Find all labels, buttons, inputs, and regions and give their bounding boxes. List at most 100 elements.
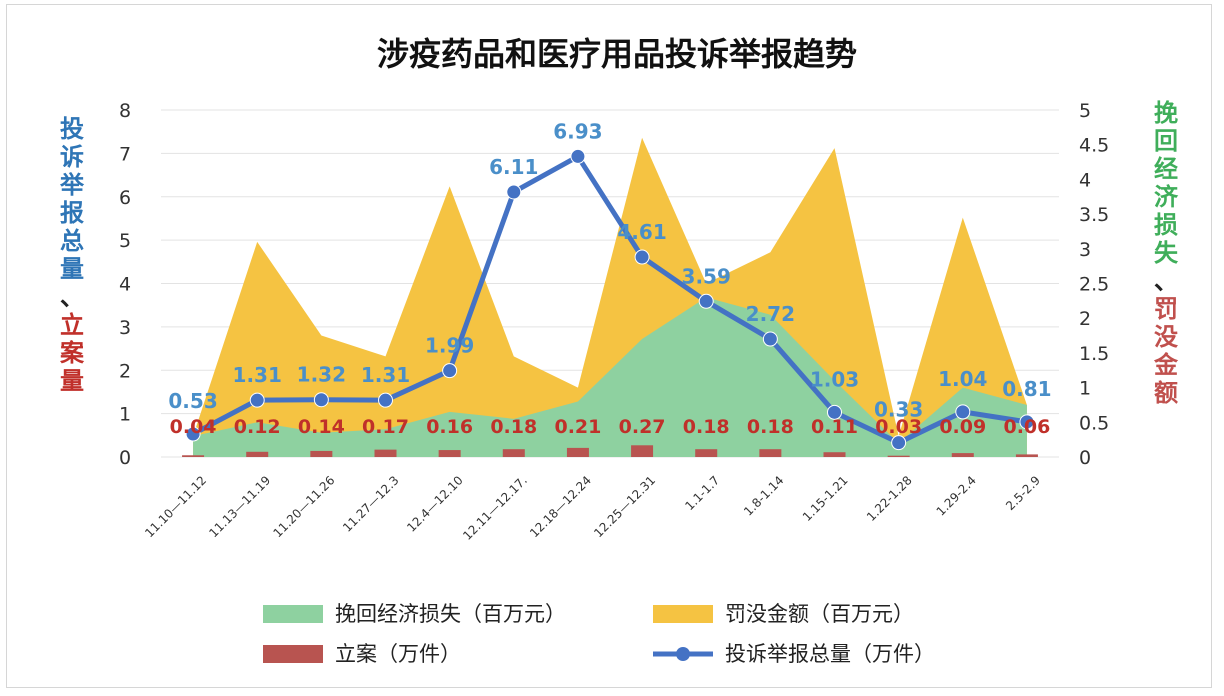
line-point — [891, 435, 907, 451]
left-axis-label: 投诉举报总量 、 立案量 — [55, 115, 89, 395]
x-tick-label: 1.8-1.14 — [741, 473, 786, 518]
bar-case-filed — [246, 451, 269, 457]
legend-label: 投诉举报总量（万件） — [725, 642, 935, 666]
legend-label: 挽回经济损失（百万元） — [335, 602, 566, 626]
left-tick-label: 5 — [119, 230, 131, 252]
bar-case-filed — [631, 445, 654, 457]
line-point — [185, 426, 201, 442]
x-tick-label: 11.20—11.26 — [271, 473, 338, 540]
right-tick-label: 2 — [1079, 308, 1091, 330]
bar-case-filed — [566, 447, 589, 457]
legend-label: 立案（万件） — [335, 642, 461, 666]
right-axis-label: 挽回经济损失 、 罚没金额 — [1149, 99, 1183, 407]
area-recovered-loss — [193, 297, 1027, 457]
chart: 涉疫药品和医疗用品投诉举报趋势 0.04 0.12 0.14 0.17 0.16 0.18… — [119, 35, 1109, 666]
right-tick-label: 3 — [1079, 239, 1091, 261]
bar-case-filed — [759, 449, 782, 457]
right-tick-label: 1 — [1079, 378, 1091, 400]
left-tick-label: 2 — [119, 360, 131, 382]
left-tick-label: 1 — [119, 404, 131, 426]
right-tick-label: 3.5 — [1079, 204, 1109, 226]
right-axis-ticks: 0 0.5 1 1.5 2 2.5 3 3.5 4 4.5 5 — [1079, 100, 1109, 469]
right-tick-label: 5 — [1079, 100, 1091, 122]
line-point — [827, 404, 842, 420]
line-point — [249, 392, 265, 408]
line-complaints-total — [191, 153, 1028, 446]
bar-case-filed — [823, 452, 846, 457]
x-tick-label: 1.22-1.28 — [864, 473, 915, 524]
right-tick-label: 4.5 — [1079, 135, 1109, 157]
right-axis-label-red: 罚没金额 — [1154, 295, 1178, 407]
left-tick-label: 7 — [119, 143, 131, 165]
bar-case-filed — [887, 455, 910, 457]
left-axis-label-sep: 、 — [60, 283, 84, 311]
left-axis-label-blue: 投诉举报总量 — [60, 115, 84, 283]
x-tick-label: 12.4—12.10 — [404, 473, 466, 535]
right-tick-label: 0.5 — [1079, 412, 1109, 434]
x-tick-label: 11.27—12.3 — [340, 473, 402, 535]
bar-data-label: 0.12 — [234, 416, 281, 438]
bar-data-label: 0.17 — [362, 416, 409, 438]
right-tick-label: 4 — [1079, 169, 1091, 191]
line-data-label: 1.32 — [297, 363, 346, 387]
bar-data-label: 0.21 — [554, 416, 601, 438]
legend-marker — [676, 647, 690, 661]
area-series — [193, 137, 1027, 457]
legend-item: 罚没金额（百万元） — [653, 602, 914, 626]
bar-data-label: 0.03 — [875, 416, 922, 438]
bar-case-filed — [182, 455, 205, 457]
line-data-label: 1.31 — [233, 363, 282, 387]
right-tick-label: 2.5 — [1079, 274, 1109, 296]
left-tick-label: 4 — [119, 274, 131, 296]
bar-data-label: 0.27 — [619, 416, 666, 438]
line-point — [313, 392, 329, 408]
x-tick-label: 12.18—12.24 — [527, 473, 594, 540]
line-data-label: 4.61 — [617, 220, 666, 244]
bar-data-label: 0.14 — [298, 416, 345, 438]
bar-data-label: 0.06 — [1003, 416, 1050, 438]
line-data-label: 6.11 — [489, 155, 538, 179]
x-tick-label: 1.15-1.21 — [800, 473, 851, 524]
bar-data-label: 0.04 — [170, 416, 217, 438]
bar-data-label: 0.18 — [683, 416, 730, 438]
line-point — [506, 184, 522, 200]
legend-swatch — [263, 605, 323, 623]
legend-item: 挽回经济损失（百万元） — [263, 602, 566, 626]
x-tick-label: 12.11—12.17. — [460, 473, 530, 543]
line-point — [698, 293, 714, 309]
bar-data-label: 0.18 — [747, 416, 794, 438]
bar-case-filed — [438, 450, 461, 457]
x-tick-label: 11.10—11.12 — [142, 473, 209, 540]
legend: 挽回经济损失（百万元） 罚没金额（百万元） 立案（万件） 投诉举报总量（万件） — [263, 602, 935, 666]
bar-case-filed — [374, 449, 397, 457]
legend-item: 立案（万件） — [263, 642, 461, 666]
bar-case-filed — [310, 450, 333, 457]
bar-case-filed — [1015, 454, 1038, 457]
line-data-label: 1.04 — [938, 367, 987, 391]
legend-swatch — [263, 645, 323, 663]
bar-data-label: 0.11 — [811, 416, 858, 438]
line-point — [570, 148, 586, 164]
line-point — [1019, 414, 1035, 430]
bar-data-label: 0.09 — [939, 416, 986, 438]
line-data-label: 0.33 — [874, 398, 923, 422]
line-data-label: 0.53 — [168, 389, 217, 413]
line-data-label: 1.03 — [810, 367, 859, 391]
chart-frame: 涉疫药品和医疗用品投诉举报趋势 0.04 0.12 0.14 0.17 0.16 0.18… — [6, 4, 1212, 688]
line-point — [442, 363, 458, 379]
line-point — [762, 331, 778, 347]
left-tick-label: 8 — [119, 100, 131, 122]
bar-case-filed — [695, 449, 718, 457]
right-tick-label: 1.5 — [1079, 343, 1109, 365]
line-data-label: 1.31 — [361, 363, 410, 387]
line-point — [634, 249, 650, 265]
line-point — [955, 404, 971, 420]
right-axis-label-sep: 、 — [1154, 267, 1178, 295]
bar-data-label: 0.16 — [426, 416, 473, 438]
line-data-label: 6.93 — [553, 119, 602, 143]
bar-case-filed — [502, 449, 525, 457]
x-tick-label: 12.25—12.31 — [591, 473, 658, 540]
x-tick-label: 1.1-1.7 — [682, 473, 722, 513]
chart-title: 涉疫药品和医疗用品投诉举报趋势 — [377, 35, 857, 73]
